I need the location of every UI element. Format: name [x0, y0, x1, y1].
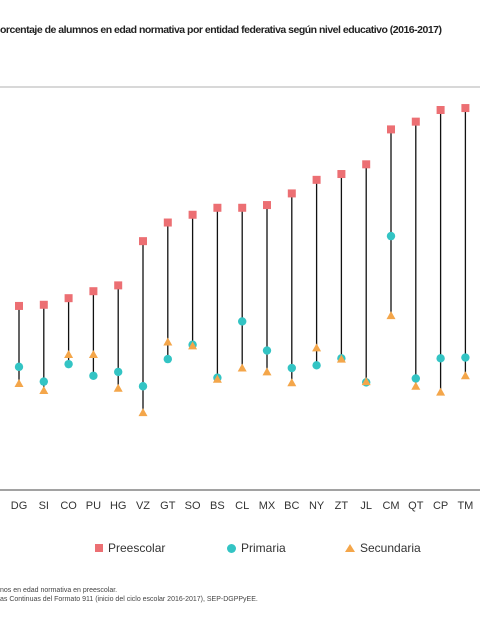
primaria-point-ny [312, 361, 321, 370]
preescolar-point-pu [89, 287, 98, 296]
secundaria-point-ny [312, 343, 322, 352]
secundaria-point-zt [336, 354, 346, 363]
source-note: as Continuas del Formato 911 (inicio del… [0, 596, 258, 603]
secundaria-point-mx [262, 367, 272, 376]
preescolar-point-ny [312, 175, 321, 184]
chart-title: orcentaje de alumnos en edad normativa p… [0, 24, 442, 36]
x-tick-label: TM [457, 500, 473, 512]
legend-item-preescolar: Preescolar [95, 541, 165, 555]
preescolar-point-bc [287, 189, 296, 198]
x-tick-label: QT [408, 500, 424, 512]
x-tick-label: BS [210, 500, 225, 512]
secundaria-point-qt [411, 381, 421, 390]
x-tick-label: CM [382, 500, 399, 512]
secundaria-point-cm [386, 311, 396, 320]
preescolar-point-cm [387, 125, 395, 134]
primaria-point-vz [138, 382, 148, 391]
secundaria-point-so [188, 341, 198, 350]
primaria-point-hg [114, 367, 123, 377]
legend-item-secundaria: Secundaria [345, 541, 421, 555]
x-tick-label: ZT [335, 500, 349, 512]
preescolar-point-cl [238, 203, 247, 212]
x-tick-label: CP [433, 500, 448, 512]
x-tick-label: JL [360, 500, 372, 512]
secundaria-point-bc [287, 378, 297, 387]
preescolar-point-cp [436, 106, 445, 114]
secundaria-point-tm [460, 371, 470, 380]
secundaria-point-cl [237, 363, 247, 372]
primaria-point-qt [411, 374, 420, 383]
primaria-point-mx [262, 346, 272, 355]
data-markers [14, 104, 470, 417]
secundaria-point-pu [88, 349, 98, 358]
secundaria-point-cp [436, 387, 446, 396]
x-tick-label: DG [11, 500, 28, 512]
primaria-point-bc [287, 363, 296, 373]
preescolar-point-gt [163, 218, 172, 227]
x-tick-label: CL [235, 500, 249, 512]
legend-label: Primaria [241, 541, 286, 555]
preescolar-point-zt [337, 170, 346, 179]
x-tick-label: BC [284, 500, 299, 512]
preescolar-point-dg [15, 301, 23, 310]
preescolar-point-mx [263, 201, 271, 210]
preescolar-point-si [39, 300, 48, 309]
legend-item-primaria: Primaria [227, 541, 286, 555]
preescolar-point-hg [114, 281, 123, 290]
range-stems [18, 108, 467, 413]
secundaria-point-jl [361, 377, 371, 386]
preescolar-point-jl [362, 160, 371, 169]
secundaria-point-co [64, 349, 74, 358]
x-tick-label: CO [60, 500, 77, 512]
legend: Preescolar Primaria Secundaria [0, 541, 480, 561]
preescolar-point-bs [213, 203, 222, 212]
x-tick-label: SI [39, 500, 49, 512]
x-tick-label: NY [309, 500, 325, 512]
footnote: nos en edad normativa en preescolar. [0, 587, 118, 594]
secundaria-point-hg [113, 383, 123, 392]
x-tick-label: VZ [136, 500, 150, 512]
legend-label: Preescolar [108, 541, 166, 555]
x-tick-labels: DG SI CO PU HG VZ GT SO BS CL MX BC NY ZT JL CM QT CP TM [11, 500, 474, 512]
secundaria-point-vz [138, 408, 148, 417]
preescolar-point-qt [411, 117, 420, 126]
preescolar-point-tm [461, 104, 470, 113]
secundaria-point-si [39, 386, 49, 395]
primaria-point-co [64, 359, 73, 369]
secundaria-point-gt [163, 337, 173, 346]
primaria-point-cp [436, 354, 445, 363]
triangle-marker-icon [345, 544, 355, 552]
circle-marker-icon [227, 543, 236, 553]
x-tick-label: MX [259, 500, 276, 512]
primaria-point-tm [461, 353, 470, 362]
primaria-point-cm [386, 231, 396, 241]
primaria-point-gt [163, 354, 172, 364]
x-tick-label: HG [110, 500, 127, 512]
secundaria-point-dg [14, 379, 24, 388]
square-marker-icon [95, 544, 103, 552]
primaria-point-cl [238, 317, 247, 326]
x-tick-label: GT [160, 500, 176, 512]
primaria-point-si [39, 377, 48, 386]
x-tick-label: PU [86, 500, 101, 512]
x-tick-label: SO [185, 500, 201, 512]
legend-label: Secundaria [360, 541, 421, 555]
primaria-point-pu [89, 371, 98, 380]
preescolar-point-vz [139, 237, 147, 246]
preescolar-point-co [64, 294, 73, 303]
preescolar-point-so [188, 210, 197, 219]
secundaria-point-bs [212, 374, 222, 383]
primaria-point-dg [14, 362, 24, 372]
